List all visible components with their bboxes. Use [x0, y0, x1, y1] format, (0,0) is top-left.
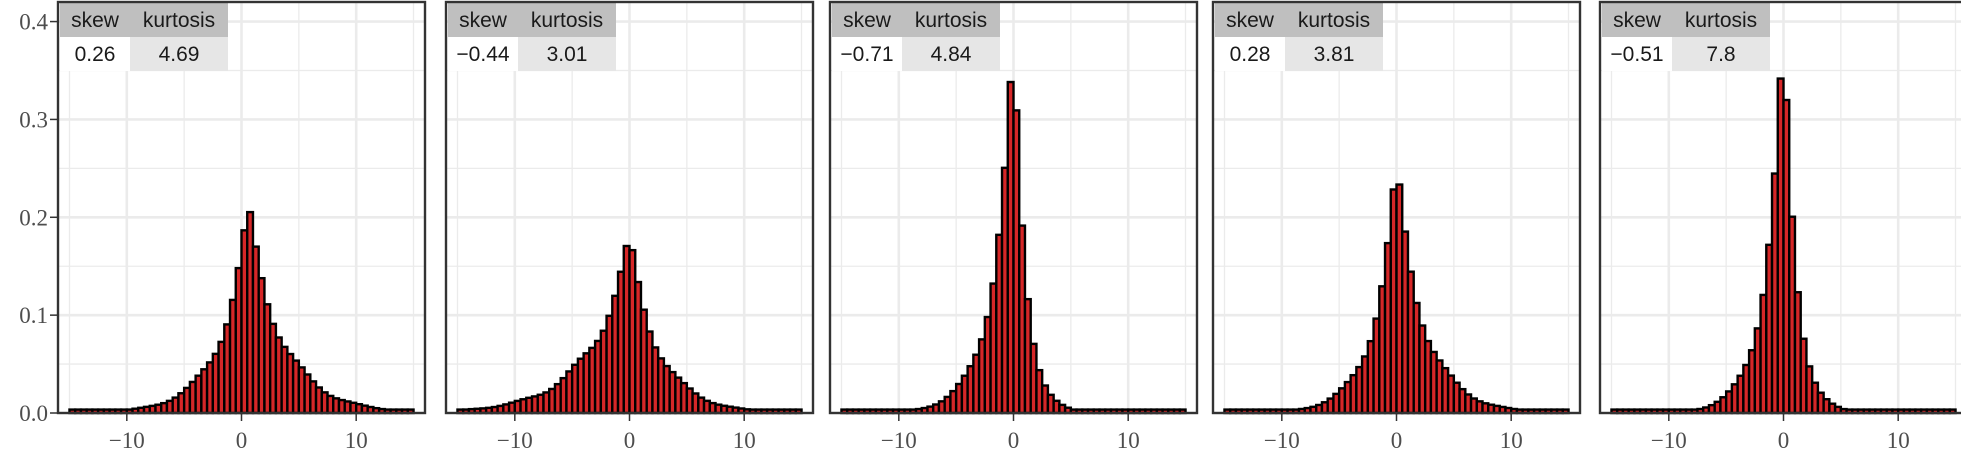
table-header-kurtosis: kurtosis [531, 9, 603, 32]
table-header-kurtosis: kurtosis [143, 9, 215, 32]
facet-panel-2: skew kurtosis −0.44 3.01 −10 0 10 [444, 0, 815, 453]
x-tick-label: 0 [1778, 428, 1790, 453]
x-tick-label: 0 [236, 428, 248, 453]
stats-table-skew-cell [448, 37, 518, 71]
skew-value: −0.51 [1610, 43, 1663, 66]
x-tick-label: −10 [1264, 428, 1300, 453]
kurtosis-value: 4.69 [159, 43, 200, 66]
facet-panel-4: skew kurtosis 0.28 3.81 −10 0 10 [1211, 0, 1582, 453]
stats-table-header [1215, 3, 1383, 37]
table-header-kurtosis: kurtosis [915, 9, 987, 32]
kurtosis-value: 4.84 [931, 43, 972, 66]
stats-table-kurtosis-cell [1285, 37, 1383, 71]
y-tick-label: 0.3 [19, 107, 48, 132]
stats-table-skew-cell [1602, 37, 1672, 71]
x-tick-label: −10 [1651, 428, 1687, 453]
table-header-kurtosis: kurtosis [1685, 9, 1757, 32]
stats-table-header [60, 3, 228, 37]
kurtosis-value: 7.8 [1706, 43, 1735, 66]
kurtosis-value: 3.81 [1314, 43, 1355, 66]
table-header-skew: skew [459, 9, 508, 32]
table-header-skew: skew [71, 9, 120, 32]
x-tick-label: 10 [1117, 428, 1140, 453]
y-tick-label: 0.4 [19, 10, 48, 35]
stats-table-kurtosis-cell [130, 37, 228, 71]
x-tick-label: 10 [345, 428, 368, 453]
facet-panel-3: skew kurtosis −0.71 4.84 −10 0 10 [828, 0, 1199, 453]
table-header-skew: skew [843, 9, 892, 32]
x-tick-label: −10 [109, 428, 145, 453]
x-tick-label: 0 [624, 428, 636, 453]
x-tick-label: −10 [497, 428, 533, 453]
x-tick-label: 10 [1887, 428, 1910, 453]
facet-panel-1: skew kurtosis 0.26 4.69 −10 0 10 [56, 0, 427, 453]
facet-panel-5: skew kurtosis −0.51 7.8 −10 0 10 [1598, 0, 1961, 453]
skew-value: −0.71 [840, 43, 893, 66]
stats-table-skew-cell [1215, 37, 1285, 71]
table-header-skew: skew [1226, 9, 1275, 32]
stats-table-skew-cell [832, 37, 902, 71]
y-tick-label: 0.1 [19, 303, 48, 328]
x-tick-label: 10 [733, 428, 756, 453]
skew-value: 0.26 [75, 43, 116, 66]
kurtosis-value: 3.01 [547, 43, 588, 66]
y-tick-label: 0.2 [19, 205, 48, 230]
stats-table-kurtosis-cell [1672, 37, 1770, 71]
skew-value: 0.28 [1230, 43, 1271, 66]
stats-table-skew-cell [60, 37, 130, 71]
table-header-skew: skew [1613, 9, 1662, 32]
x-tick-label: 0 [1008, 428, 1020, 453]
skew-value: −0.44 [456, 43, 509, 66]
x-tick-label: 0 [1391, 428, 1403, 453]
stats-table-kurtosis-cell [518, 37, 616, 71]
x-tick-label: −10 [881, 428, 917, 453]
x-tick-label: 10 [1500, 428, 1523, 453]
stats-table-header [1602, 3, 1770, 37]
table-header-kurtosis: kurtosis [1298, 9, 1370, 32]
stats-table-header [448, 3, 616, 37]
stats-table-header [832, 3, 1000, 37]
y-tick-label: 0.0 [19, 401, 48, 426]
stats-table-kurtosis-cell [902, 37, 1000, 71]
